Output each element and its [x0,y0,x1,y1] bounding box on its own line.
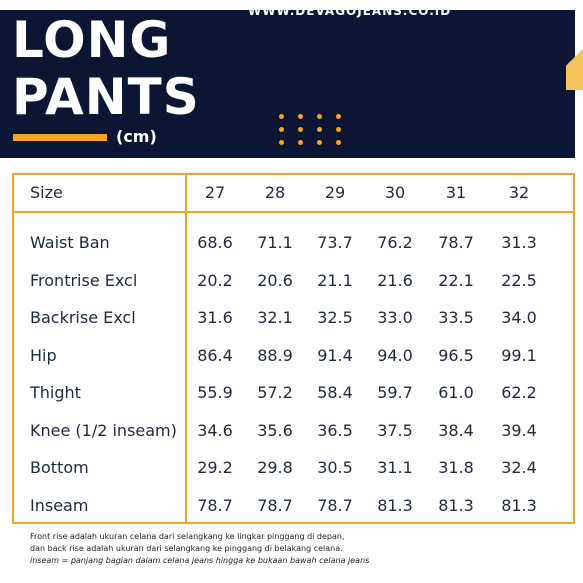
decorative-dot [279,114,284,119]
measurement-value: 78.7 [257,496,293,515]
table-column-divider [185,175,187,522]
footnotes: Front rise adalah ukuran celana dari sel… [30,531,570,567]
measurement-value: 34.0 [501,308,537,327]
footnote-line-3: inseam = panjang bagian dalam celana jea… [30,556,370,565]
measurement-value: 57.2 [257,383,293,402]
size-column-header: 27 [204,183,226,202]
footnote-line-2: dan back rise adalah ukuran dari selangk… [30,544,343,553]
measurement-value: 76.2 [377,233,413,252]
measurement-label: Bottom [30,458,89,477]
decorative-dot [298,127,303,132]
table-header-row [14,175,573,213]
measurement-label: Hip [30,346,57,365]
measurement-value: 68.6 [197,233,233,252]
measurement-value: 78.7 [317,496,353,515]
footnote-line-1: Front rise adalah ukuran celana dari sel… [30,532,345,541]
measurement-label: Inseam [30,496,89,515]
measurement-label: Thight [30,383,81,402]
measurement-value: 21.6 [377,271,413,290]
measurement-value: 59.7 [377,383,413,402]
measurement-value: 99.1 [501,346,537,365]
measurement-value: 32.4 [501,458,537,477]
decorative-dot [317,127,322,132]
measurement-value: 29.2 [197,458,233,477]
measurement-value: 62.2 [501,383,537,402]
measurement-value: 31.3 [501,233,537,252]
header-banner: WWW.DEVAGOJEANS.CO.ID LONG PANTS (cm) [0,10,575,158]
measurement-value: 37.5 [377,421,413,440]
measurement-value: 81.3 [501,496,537,515]
measurement-value: 33.5 [438,308,474,327]
measurement-value: 32.1 [257,308,293,327]
measurement-value: 31.8 [438,458,474,477]
decorative-dot [317,114,322,119]
decorative-dot [336,140,341,145]
decorative-dot [336,127,341,132]
measurement-value: 61.0 [438,383,474,402]
measurement-value: 36.5 [317,421,353,440]
measurement-value: 91.4 [317,346,353,365]
measurement-label: Waist Ban [30,233,110,252]
measurement-label: Frontrise Excl [30,271,138,290]
measurement-value: 33.0 [377,308,413,327]
decorative-dot [279,140,284,145]
size-column-header: 28 [264,183,286,202]
title-line-2: PANTS [12,68,200,126]
decorative-dot [336,114,341,119]
measurement-value: 22.5 [501,271,537,290]
decorative-dot [317,140,322,145]
measurement-value: 81.3 [377,496,413,515]
measurement-value: 21.1 [317,271,353,290]
measurement-value: 55.9 [197,383,233,402]
measurement-value: 20.2 [197,271,233,290]
measurement-label: Backrise Excl [30,308,136,327]
measurement-value: 94.0 [377,346,413,365]
measurement-value: 39.4 [501,421,537,440]
title-line-1: LONG [12,11,172,69]
measurement-value: 71.1 [257,233,293,252]
title-underline-bar [13,134,107,141]
measurement-value: 31.6 [197,308,233,327]
size-column-header: 32 [508,183,530,202]
size-column-header: 29 [324,183,346,202]
size-table: Size 27 28 29 30 31 32 Waist Ban 68.6 71.1 73.7 76… [12,173,575,524]
measurement-value: 35.6 [257,421,293,440]
measurement-value: 81.3 [438,496,474,515]
measurement-value: 78.7 [438,233,474,252]
unit-label: (cm) [116,127,157,146]
size-column-header: 31 [445,183,467,202]
measurement-value: 73.7 [317,233,353,252]
measurement-value: 30.5 [317,458,353,477]
measurement-value: 29.8 [257,458,293,477]
measurement-value: 32.5 [317,308,353,327]
measurement-value: 78.7 [197,496,233,515]
measurement-value: 38.4 [438,421,474,440]
website-url: WWW.DEVAGOJEANS.CO.ID [248,10,452,18]
measurement-value: 88.9 [257,346,293,365]
size-column-header: 30 [384,183,406,202]
measurement-value: 20.6 [257,271,293,290]
decorative-corner-accent [566,30,583,90]
measurement-value: 58.4 [317,383,353,402]
measurement-label: Knee (1/2 inseam) [30,421,177,440]
size-header-label: Size [30,183,63,202]
decorative-dot [279,127,284,132]
decorative-dot [298,140,303,145]
measurement-value: 34.6 [197,421,233,440]
measurement-value: 86.4 [197,346,233,365]
measurement-value: 31.1 [377,458,413,477]
decorative-dot [298,114,303,119]
decorative-dot-grid [279,114,349,154]
measurement-value: 96.5 [438,346,474,365]
measurement-value: 22.1 [438,271,474,290]
